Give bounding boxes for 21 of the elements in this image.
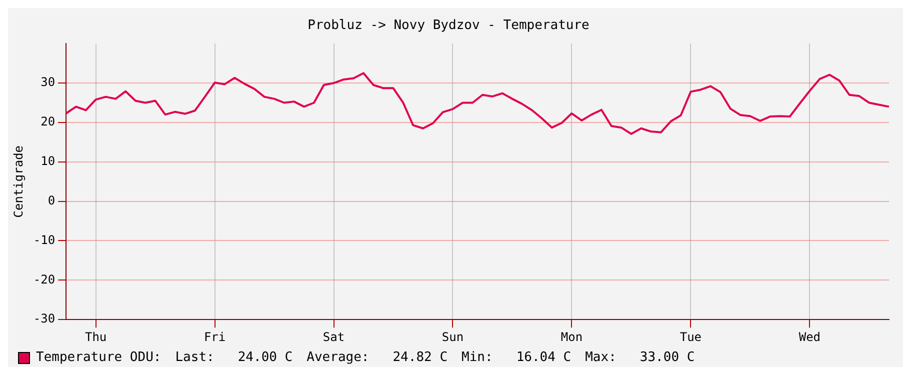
x-tick-label: Fri [204, 330, 226, 344]
text: Max: 33.00 C [585, 350, 695, 365]
text: Average: 24.82 C [306, 350, 448, 365]
x-tick-label: Sun [442, 330, 464, 344]
y-tick-label: -30 [33, 312, 56, 326]
x-tick-label: Sat [322, 330, 345, 344]
x-tick-label: Thu [84, 330, 107, 344]
text: Min: 16.04 C [462, 350, 572, 365]
y-tick-label: 20 [40, 114, 56, 129]
y-tick-label: 10 [40, 154, 56, 168]
chart-title: Probluz -> Novy Bydzov - Temperature [308, 18, 590, 34]
text: Last: 24.00 C [175, 350, 293, 365]
x-tick-label: Wed [798, 330, 821, 344]
y-tick-label: -20 [33, 272, 56, 286]
y-tick-label: 0 [48, 193, 56, 208]
y-tick-label: 30 [40, 75, 56, 90]
y-axis-title: Centigrade [11, 145, 26, 218]
x-tick-label: Tue [680, 330, 702, 344]
y-tick-label: -10 [33, 232, 56, 247]
x-tick-label: Mon [560, 330, 583, 344]
legend-label: Temperature ODU: [36, 350, 162, 365]
